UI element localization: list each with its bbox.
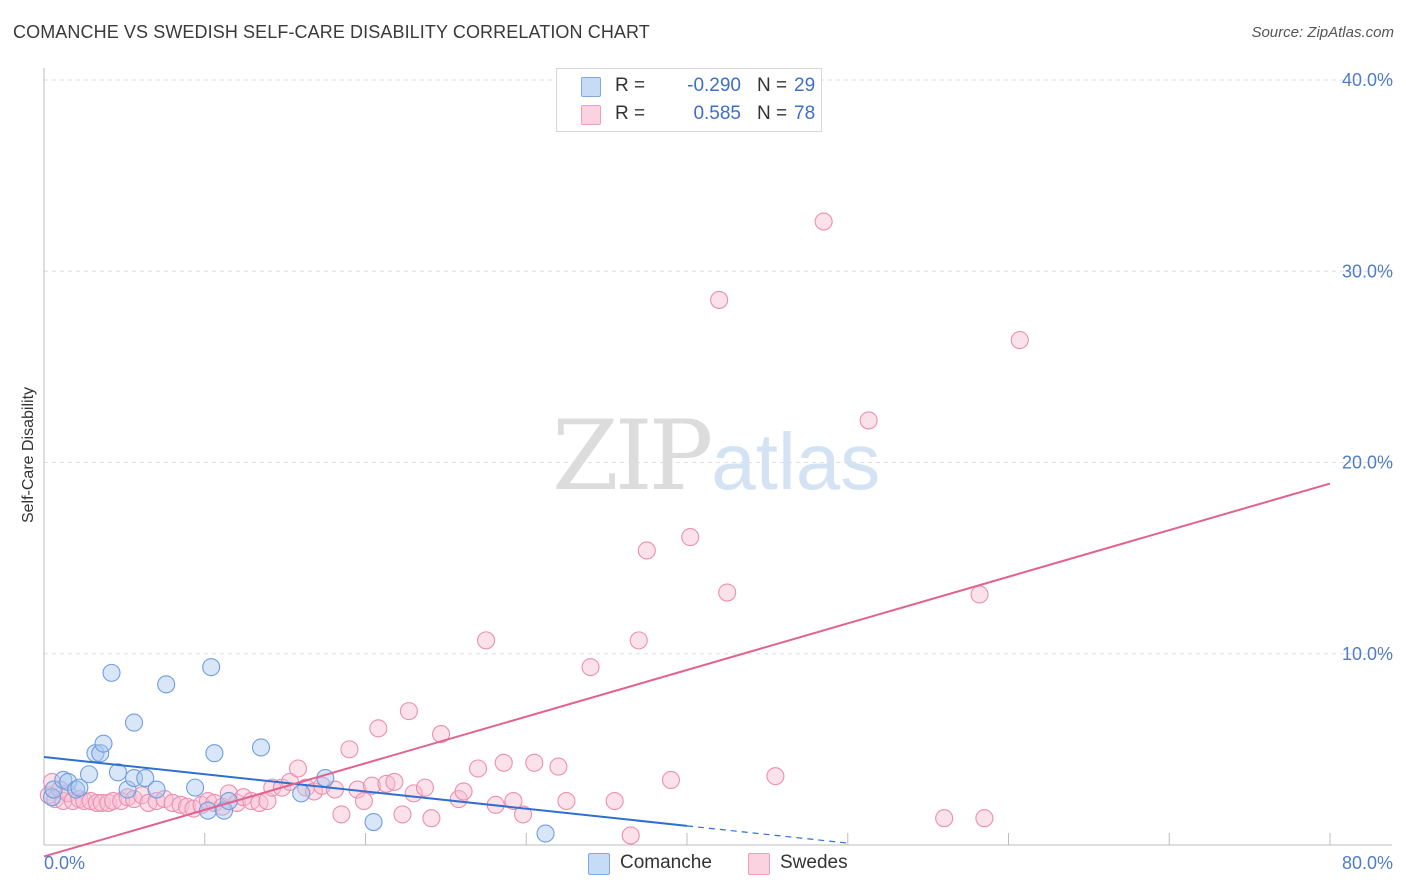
data-point-swedes [581,658,600,677]
y-tick-label: 20.0% [1342,453,1393,473]
legend-swatch-swedes [748,853,770,875]
tick-label-layer: 10.0% 20.0% 30.0% 40.0% 0.0% 80.0% [44,70,1393,873]
data-point-swedes [332,805,351,824]
chart-title: COMANCHE VS SWEDISH SELF-CARE DISABILITY… [13,22,650,42]
watermark: ZIPatlas [552,400,880,512]
data-point-comanche [67,780,86,799]
legend-n-label: N = [757,75,788,96]
data-point-swedes [118,788,137,807]
data-point-swedes [605,791,624,811]
trend-line-swedes [43,482,1331,858]
data-point-comanche [94,734,113,753]
data-point-swedes [935,809,954,828]
data-point-swedes [92,793,111,812]
data-point-comanche [42,788,62,807]
data-point-swedes [970,585,989,604]
data-point-swedes [362,776,381,795]
data-point-swedes [718,583,737,602]
data-point-swedes [369,719,388,738]
data-point-comanche [364,812,383,832]
data-point-comanche [124,713,144,732]
legend-swatch-swedes [581,105,601,125]
legend-r-value: -0.290 [687,75,741,96]
data-point-swedes [859,411,878,430]
legend-r-value: 0.585 [693,103,741,124]
y-tick-label: 10.0% [1342,644,1393,664]
trend-line-extension-comanche [686,825,848,844]
legend-swatch-comanche [588,853,610,875]
data-point-comanche [70,778,89,797]
data-point-swedes [525,753,544,772]
watermark-zip: ZIP [552,400,713,512]
data-point-comanche [157,675,176,694]
data-point-swedes [629,631,648,650]
points-layer [39,212,1029,845]
legend-n-value: 29 [794,75,816,96]
data-point-comanche [186,778,205,797]
data-point-swedes [354,791,373,811]
data-point-swedes [288,759,308,778]
chart-source: Source: ZipAtlas.com [1251,24,1394,41]
data-point-swedes [621,826,640,845]
data-point-comanche [147,780,166,799]
trend-layer [43,482,1331,858]
data-point-comanche [136,769,155,788]
data-point-swedes [422,809,441,828]
data-point-swedes [468,759,488,778]
data-point-comanche [292,784,311,803]
legend-r-label: R = [615,75,646,96]
data-point-comanche [251,738,271,757]
correlation-legend: R = -0.290 N = 29 R = 0.585 N = 78 [556,68,822,132]
data-point-comanche [79,765,99,784]
data-point-swedes [661,770,680,790]
data-point-swedes [1010,331,1029,350]
legend-label-comanche: Comanche [620,852,712,873]
data-point-swedes [432,725,451,744]
y-tick-label: 30.0% [1342,261,1393,281]
grid-layer [44,79,1392,655]
data-point-comanche [44,780,63,799]
data-point-comanche [316,769,335,788]
data-point-comanche [205,744,224,763]
data-point-swedes [393,805,412,824]
data-point-swedes [814,212,833,231]
data-point-swedes [415,778,435,797]
y-tick-label: 40.0% [1342,70,1393,90]
data-point-comanche [536,824,555,843]
trend-line-comanche [43,756,688,827]
data-point-comanche [108,763,127,782]
legend-n-value: 78 [794,103,816,124]
axis-layer [43,68,1392,846]
legend-label-swedes: Swedes [780,852,848,873]
data-point-swedes [385,772,404,791]
data-point-comanche [102,663,121,682]
x-tick-label-min: 0.0% [44,853,85,873]
data-point-comanche [91,744,110,763]
data-point-swedes [710,290,729,309]
data-point-swedes [766,767,785,786]
data-point-comanche [118,780,137,799]
data-point-swedes [504,791,523,811]
data-point-swedes [494,753,513,772]
data-point-swedes [975,809,994,828]
data-point-swedes [549,757,568,776]
watermark-atlas: atlas [711,417,881,506]
data-point-swedes [637,541,656,560]
data-point-swedes [340,740,359,759]
data-point-swedes [399,702,418,721]
data-point-swedes [477,631,496,650]
data-point-swedes [557,791,576,811]
legend-r-label: R = [615,103,646,124]
legend-n-label: N = [757,103,788,124]
legend-swatch-comanche [581,77,601,97]
data-point-swedes [81,791,100,811]
data-point-swedes [513,805,533,824]
data-point-comanche [202,658,221,677]
data-point-swedes [454,782,473,801]
x-tick-label-max: 80.0% [1342,853,1393,873]
data-point-swedes [681,528,700,547]
